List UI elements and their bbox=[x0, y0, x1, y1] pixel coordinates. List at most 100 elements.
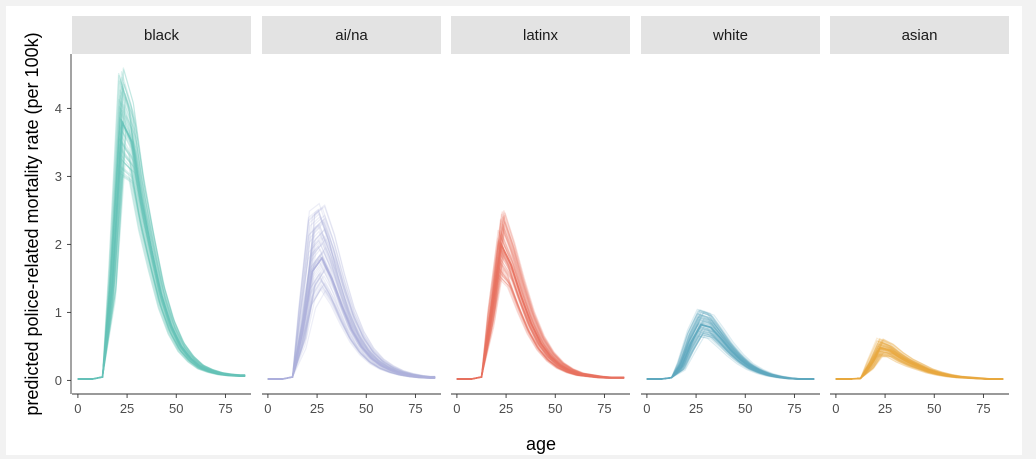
series-line bbox=[835, 339, 1004, 380]
series-line bbox=[77, 124, 246, 380]
series-line bbox=[77, 72, 246, 380]
series-line bbox=[77, 120, 246, 380]
series-line bbox=[835, 341, 1004, 380]
series-line bbox=[456, 260, 625, 380]
series-line bbox=[646, 309, 815, 380]
x-tick-label: 0 bbox=[264, 401, 271, 416]
series-line bbox=[267, 211, 436, 380]
facet-panel-latinx: latinx 0 25 50 75 bbox=[451, 16, 630, 416]
series-line bbox=[456, 235, 625, 380]
x-tick-label: 25 bbox=[120, 401, 134, 416]
x-tick-label: 0 bbox=[832, 401, 839, 416]
facet-strip bbox=[262, 16, 441, 54]
x-tick-label: 50 bbox=[359, 401, 373, 416]
x-tick-label: 50 bbox=[169, 401, 183, 416]
series-line bbox=[456, 268, 625, 380]
series-line bbox=[456, 240, 625, 380]
chart-frame: 0 1 2 3 4 predicted police-related mortality … bbox=[6, 6, 1022, 455]
series-line bbox=[77, 128, 246, 380]
facet-strip bbox=[830, 16, 1009, 54]
series-line bbox=[77, 104, 246, 380]
x-tick-label: 25 bbox=[689, 401, 703, 416]
series-line bbox=[456, 246, 625, 380]
series-line bbox=[835, 340, 1004, 380]
x-tick-label: 25 bbox=[499, 401, 513, 416]
series-line bbox=[456, 244, 625, 380]
series-line bbox=[77, 148, 246, 380]
series-line bbox=[456, 231, 625, 380]
facet-strip-label: ai/na bbox=[335, 27, 368, 44]
series-line bbox=[835, 337, 1004, 380]
series-line bbox=[77, 95, 246, 380]
series-line bbox=[456, 251, 625, 380]
series-line bbox=[456, 261, 625, 380]
series-line bbox=[77, 102, 246, 380]
series-line bbox=[77, 143, 246, 380]
series-line bbox=[456, 265, 625, 380]
facet-panel-asian: asian 0 25 50 75 bbox=[830, 16, 1009, 416]
series-line bbox=[456, 255, 625, 380]
series-line bbox=[456, 219, 625, 380]
x-tick-label: 50 bbox=[927, 401, 941, 416]
series-line bbox=[456, 238, 625, 380]
series-line bbox=[77, 78, 246, 380]
x-axis-title: age bbox=[526, 434, 556, 454]
series-line bbox=[835, 337, 1004, 380]
x-tick-label: 50 bbox=[738, 401, 752, 416]
series-line bbox=[267, 208, 436, 380]
series-line bbox=[456, 222, 625, 380]
series-line bbox=[77, 122, 246, 380]
x-tick-label: 75 bbox=[976, 401, 990, 416]
series-line bbox=[77, 150, 246, 380]
series-line bbox=[835, 341, 1004, 380]
facet-panel-black: black 0 25 50 75 bbox=[72, 16, 251, 416]
series-line bbox=[77, 118, 246, 380]
series-line bbox=[77, 156, 246, 380]
y-tick-label: 4 bbox=[55, 101, 62, 116]
series-line bbox=[77, 111, 246, 380]
series-line-median bbox=[646, 323, 815, 380]
series-line bbox=[267, 209, 436, 380]
series-line-median bbox=[835, 346, 1004, 380]
y-tick-label: 0 bbox=[55, 373, 62, 388]
series-line bbox=[77, 130, 246, 380]
series-line bbox=[835, 338, 1004, 380]
series-line bbox=[456, 229, 625, 380]
series-line bbox=[77, 147, 246, 380]
series-line bbox=[835, 338, 1004, 380]
x-tick-label: 0 bbox=[643, 401, 650, 416]
series-line bbox=[835, 342, 1004, 380]
series-line bbox=[835, 338, 1004, 380]
series-line bbox=[77, 96, 246, 380]
y-tick-label: 3 bbox=[55, 169, 62, 184]
series-line bbox=[835, 340, 1004, 380]
y-tick-label: 2 bbox=[55, 237, 62, 252]
x-tick-label: 75 bbox=[408, 401, 422, 416]
series-line bbox=[456, 263, 625, 380]
series-line bbox=[835, 339, 1004, 380]
series-line bbox=[77, 117, 246, 380]
series-line bbox=[77, 141, 246, 380]
series-line bbox=[456, 228, 625, 380]
x-tick-label: 75 bbox=[218, 401, 232, 416]
series-line bbox=[456, 241, 625, 380]
x-tick-label: 0 bbox=[453, 401, 460, 416]
series-line bbox=[77, 74, 246, 380]
series-line bbox=[835, 338, 1004, 380]
series-line bbox=[77, 115, 246, 380]
series-line bbox=[456, 266, 625, 380]
series-line bbox=[267, 202, 436, 380]
series-line bbox=[267, 205, 436, 380]
series-line bbox=[77, 87, 246, 380]
x-tick-label: 0 bbox=[74, 401, 81, 416]
y-tick-label: 1 bbox=[55, 305, 62, 320]
series-line bbox=[456, 234, 625, 380]
series-line bbox=[77, 80, 246, 380]
series-line bbox=[456, 254, 625, 380]
facet-panel-white: white 0 25 50 75 bbox=[641, 16, 820, 416]
series-line bbox=[456, 247, 625, 380]
series-line bbox=[456, 267, 625, 380]
facet-strip-label: latinx bbox=[523, 27, 559, 44]
series-line-median bbox=[267, 256, 436, 380]
series-line bbox=[77, 85, 246, 380]
